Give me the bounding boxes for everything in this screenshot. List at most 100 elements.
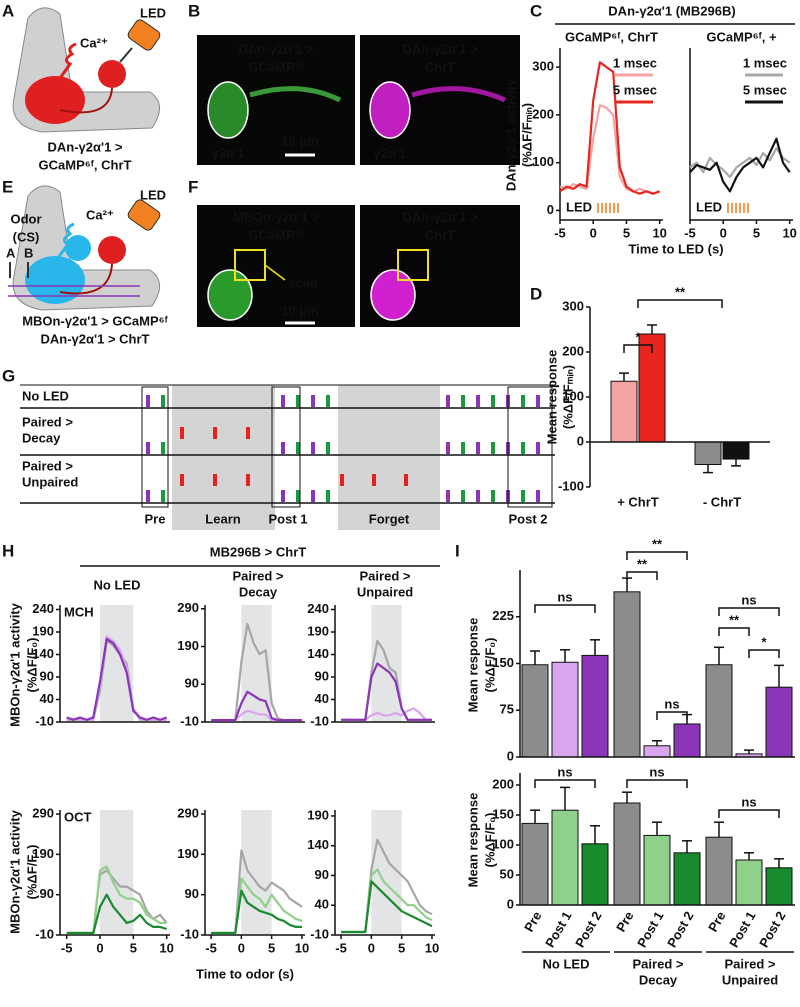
image-label: DAn-γ2α'1 > — [238, 41, 313, 56]
x-tick-label: Post 2 — [572, 909, 604, 950]
bar — [722, 441, 750, 460]
odor-tick — [491, 490, 495, 502]
diagram-e — [8, 185, 161, 311]
bar — [735, 859, 763, 906]
bar — [581, 654, 609, 758]
significance-bracket — [718, 809, 780, 818]
group-label: Unpaired — [722, 972, 778, 987]
bar — [705, 836, 733, 906]
odor-tick — [161, 442, 165, 454]
y-tick-label: 90 — [40, 668, 54, 683]
bar — [765, 867, 793, 906]
image-label: DAn-γ2α'1 > — [402, 41, 477, 56]
odor-window — [100, 810, 134, 935]
trace — [689, 137, 791, 193]
x-tick-label: Post 1 — [542, 909, 574, 950]
bar — [613, 802, 641, 906]
odor-tick — [146, 395, 150, 407]
row-label: Unpaired — [22, 474, 78, 489]
led-tick — [246, 474, 250, 486]
significance-bracket — [656, 711, 688, 720]
y-label: Mean response — [544, 350, 559, 445]
scan-label: scan — [288, 275, 318, 290]
y-label: (%ΔF/F₀) — [482, 638, 497, 693]
trace — [211, 690, 302, 722]
x-tick-label: - ChrT — [703, 494, 741, 509]
significance-bracket — [626, 551, 688, 560]
significance-label: ** — [652, 536, 663, 551]
odor-b: B — [24, 245, 33, 260]
odor-tick — [536, 395, 540, 407]
test-box — [271, 386, 301, 508]
x-tick-label: 10 — [159, 940, 173, 955]
y-tick-label: 100 — [532, 154, 554, 169]
region-label: γ2α'1 — [374, 145, 407, 160]
y-tick-label: 200 — [532, 106, 554, 121]
x-tick-label: 5 — [268, 940, 275, 955]
column-title: Unpaired — [357, 584, 413, 599]
bar — [581, 843, 609, 906]
odor-a: A — [6, 245, 16, 260]
x-tick-label: 10 — [295, 940, 309, 955]
legend-label: 5 msec — [613, 82, 657, 97]
significance-label: * — [761, 634, 767, 649]
odor-label: (CS) — [13, 229, 40, 244]
x-tick-label: Post 1 — [634, 909, 666, 950]
significance-bracket — [718, 627, 750, 636]
legend-label: 1 msec — [743, 55, 787, 70]
ion-label: Ca²⁺ — [80, 35, 108, 50]
x-tick-label: 10 — [652, 225, 666, 240]
y-tick-label: -100 — [558, 478, 584, 493]
subtitle: GCaMP⁶ᶠ, + — [706, 29, 777, 44]
group-label: Decay — [639, 972, 678, 987]
image-label: GCaMP⁶ᶠ — [248, 59, 303, 74]
y-tick-label: 140 — [32, 646, 54, 661]
legend-label: 1 msec — [613, 55, 657, 70]
y-tick-label: -10 — [310, 926, 329, 941]
column-title: Paired > — [360, 568, 411, 583]
bar — [613, 591, 641, 758]
image-label: DAn-γ2α'1 > — [402, 209, 477, 224]
significance-label: ** — [637, 556, 648, 571]
significance-bracket — [623, 344, 653, 353]
group-label: Paired > — [725, 956, 776, 971]
y-label: MBOn-γ2α'1 activity — [7, 809, 22, 934]
trace — [341, 880, 433, 934]
odor-window — [100, 605, 134, 722]
group-label: Paired > — [633, 956, 684, 971]
y-tick-label: 0 — [547, 202, 554, 217]
odor-label: MCH — [64, 604, 94, 619]
odor-tick — [491, 395, 495, 407]
trace — [211, 889, 302, 935]
bar — [610, 380, 638, 443]
panel-label: F — [188, 177, 198, 196]
y-label: (%ΔF/F₀) — [24, 638, 39, 693]
x-tick-label: Post 2 — [664, 909, 696, 950]
odor-tick — [311, 442, 315, 454]
y-tick-label: 150 — [492, 655, 514, 670]
x-tick-label: Pre — [705, 909, 728, 935]
y-tick-label: 290 — [177, 805, 199, 820]
x-tick-label: -5 — [554, 225, 566, 240]
led-tick — [213, 427, 217, 439]
x-tick-label: 5 — [398, 940, 405, 955]
odor-window — [371, 810, 402, 935]
image-label: ChrT — [425, 227, 455, 242]
bar — [765, 686, 793, 758]
led-tick — [404, 474, 408, 486]
y-tick-label: -10 — [35, 713, 54, 728]
significance-bracket — [534, 779, 596, 788]
test-box — [507, 386, 553, 508]
phase-label: Post 1 — [268, 511, 307, 526]
y-tick-label: -10 — [35, 926, 54, 941]
x-tick-label: -5 — [61, 940, 73, 955]
y-label: (%ΔF/Fₘᵢₙ) — [560, 365, 575, 429]
phase-label: Pre — [145, 511, 166, 526]
y-label: (%ΔF/Fₘᵢₙ) — [519, 103, 534, 167]
panel-label: B — [188, 1, 200, 20]
significance-label: ns — [664, 696, 679, 711]
y-tick-label: 240 — [32, 601, 54, 616]
y-tick-label: -10 — [180, 926, 199, 941]
bar — [521, 822, 549, 906]
significance-bracket — [534, 604, 596, 613]
